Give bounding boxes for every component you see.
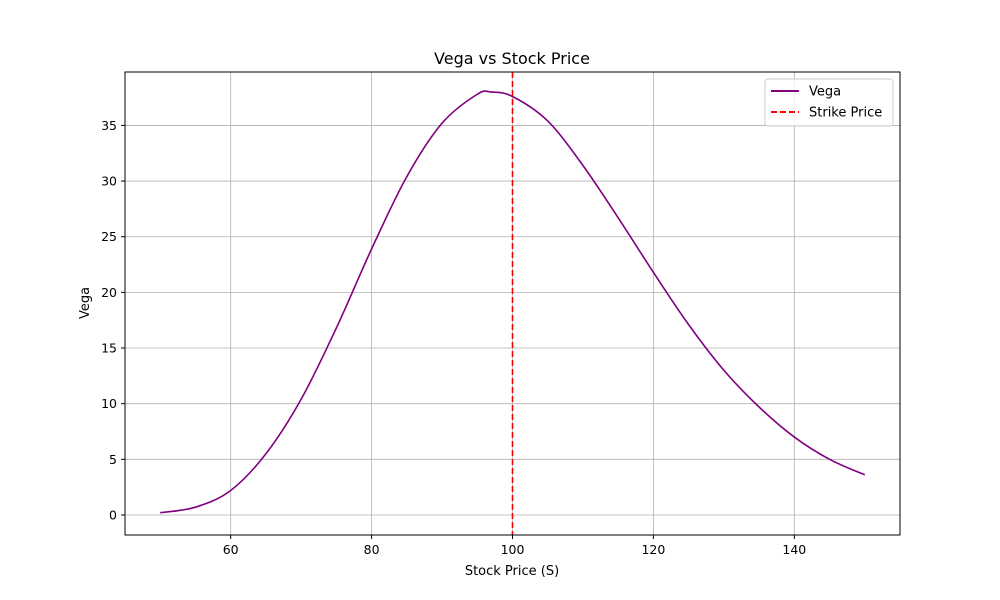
y-tick-label: 30 — [101, 174, 117, 189]
y-axis-label: Vega — [78, 287, 93, 319]
legend-label-strike-price: Strike Price — [809, 106, 882, 121]
legend: Vega Strike Price — [765, 79, 893, 126]
x-tick-label: 60 — [223, 542, 239, 557]
y-tick-label: 25 — [101, 229, 117, 244]
y-tick-label: 15 — [101, 341, 117, 356]
y-tick-label: 10 — [101, 396, 117, 411]
legend-label-vega: Vega — [809, 85, 841, 100]
x-tick-label: 100 — [501, 542, 525, 557]
tick-layer: 60 80 100 120 140 0 5 10 15 20 25 30 35 — [101, 118, 806, 557]
x-tick-label: 80 — [364, 542, 380, 557]
x-tick-label: 120 — [641, 542, 665, 557]
y-tick-label: 35 — [101, 118, 117, 133]
y-tick-label: 5 — [109, 452, 117, 467]
x-axis-label: Stock Price (S) — [465, 564, 559, 579]
grid-layer — [125, 72, 900, 535]
x-tick-label: 140 — [782, 542, 806, 557]
chart-title: Vega vs Stock Price — [434, 49, 590, 68]
y-tick-label: 20 — [101, 285, 117, 300]
y-tick-label: 0 — [109, 507, 117, 522]
